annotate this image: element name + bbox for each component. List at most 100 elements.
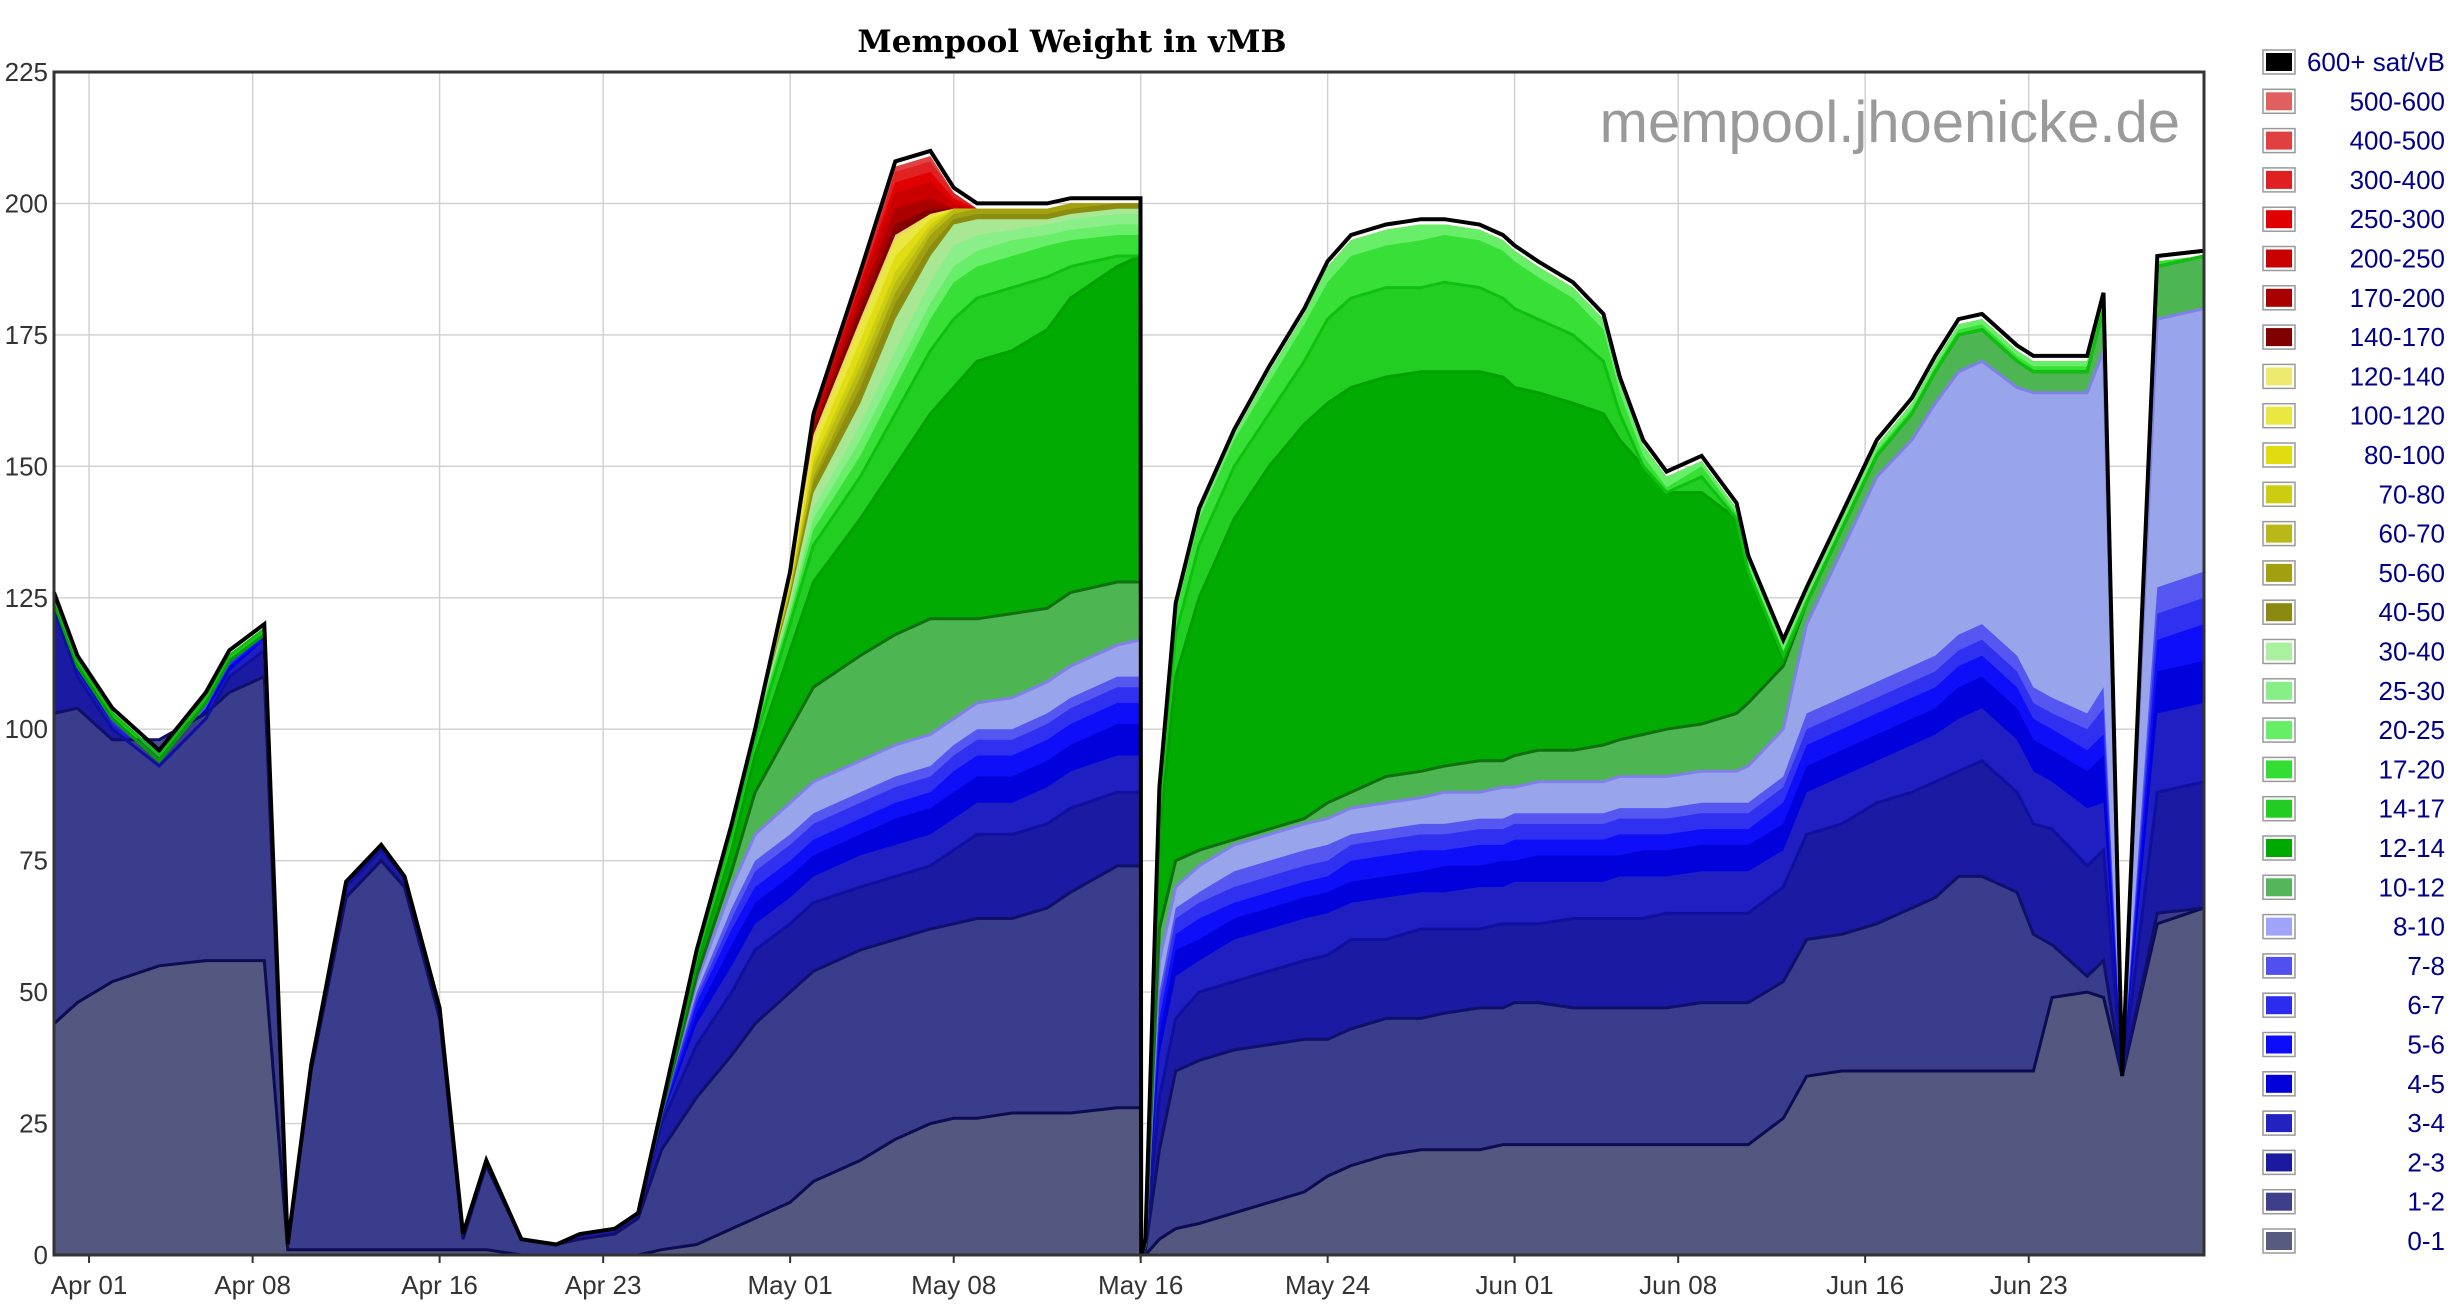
legend: 600+ sat/vB 500-600 400-500 300-400 250-300 2… [2262,47,2446,1256]
legend-swatch [2266,249,2292,268]
legend-label: 3-4 [2407,1108,2445,1138]
legend-item: 5-6 [2262,1030,2445,1060]
area-band-1-2 [54,676,2204,1255]
legend-label: 300-400 [2350,165,2445,195]
legend-label: 8-10 [2393,912,2445,942]
x-tick-label: Apr 01 [51,1270,128,1300]
legend-item: 6-7 [2262,990,2445,1020]
legend-label: 25-30 [2379,676,2446,706]
legend-swatch [2266,799,2292,818]
y-tick-label: 75 [19,846,48,876]
legend-swatch [2266,642,2292,661]
legend-swatch [2266,53,2292,71]
y-tick-label: 150 [5,451,48,481]
legend-item: 140-170 [2262,322,2445,352]
legend-label: 140-170 [2350,322,2445,352]
legend-label: 10-12 [2379,872,2446,902]
x-tick-label: May 08 [911,1270,996,1300]
legend-label: 200-250 [2350,244,2445,274]
x-tick-label: May 16 [1098,1270,1183,1300]
legend-label: 70-80 [2379,479,2446,509]
legend-swatch [2266,170,2292,189]
legend-item: 300-400 [2262,165,2445,195]
legend-item: 60-70 [2262,519,2445,549]
legend-swatch [2266,760,2292,779]
legend-item: 12-14 [2262,833,2446,863]
legend-item: 120-140 [2262,361,2445,391]
legend-swatch [2266,956,2292,975]
legend-item: 14-17 [2262,794,2446,824]
y-tick-label: 175 [5,320,48,350]
x-tick-label: May 24 [1285,1270,1370,1300]
legend-swatch [2266,563,2292,582]
y-tick-label: 0 [34,1240,48,1270]
legend-swatch [2266,839,2292,857]
legend-swatch [2266,681,2292,700]
legend-swatch [2266,446,2292,464]
legend-label: 250-300 [2350,204,2445,234]
legend-item: 3-4 [2262,1108,2445,1138]
legend-label: 12-14 [2379,833,2446,863]
legend-label: 6-7 [2407,990,2445,1020]
legend-item: 7-8 [2262,951,2445,981]
legend-swatch [2266,524,2292,543]
legend-swatch [2266,210,2292,229]
legend-swatch [2266,131,2292,150]
x-tick-label: Jun 08 [1639,1270,1717,1300]
legend-swatch [2266,721,2292,740]
legend-item: 20-25 [2262,715,2445,745]
legend-swatch [2266,406,2292,425]
legend-swatch [2266,917,2292,936]
total-outline [52,148,2205,1256]
legend-swatch [2266,878,2292,897]
band-boundary-0-1 [52,906,2205,1257]
legend-item: 80-100 [2262,440,2445,470]
legend-swatch [2266,603,2292,622]
legend-item: 250-300 [2262,204,2445,234]
legend-label: 600+ sat/vB [2307,47,2445,77]
y-tick-label: 125 [5,583,48,613]
legend-swatch [2266,288,2292,307]
legend-swatch [2266,485,2292,504]
legend-swatch [2266,1192,2292,1211]
y-axis-ticks: 0 25 50 75 100 125 150 175 200 225 [5,57,48,1270]
legend-label: 4-5 [2407,1069,2445,1099]
legend-swatch [2266,1074,2292,1093]
legend-swatch [2266,328,2292,347]
legend-label: 80-100 [2364,440,2445,470]
legend-item: 2-3 [2262,1147,2445,1177]
x-axis-ticks: Apr 01 Apr 08 Apr 16 Apr 23 May 01 May 08 May … [51,1255,2068,1300]
legend-label: 14-17 [2379,794,2446,824]
legend-label: 170-200 [2350,283,2445,313]
legend-label: 2-3 [2407,1147,2445,1177]
stacked-areas [52,148,2205,1260]
legend-item: 30-40 [2262,637,2446,667]
legend-item: 600+ sat/vB [2262,47,2445,77]
legend-label: 7-8 [2407,951,2445,981]
legend-label: 120-140 [2350,361,2445,391]
x-tick-label: Apr 16 [401,1270,478,1300]
legend-label: 0-1 [2407,1226,2445,1256]
legend-label: 50-60 [2379,558,2446,588]
legend-item: 40-50 [2262,597,2446,627]
legend-item: 100-120 [2262,401,2445,431]
x-tick-label: May 01 [748,1270,833,1300]
legend-item: 25-30 [2262,676,2446,706]
legend-label: 30-40 [2379,637,2446,667]
watermark: mempool.jhoenicke.de [1600,90,2180,155]
legend-swatch [2266,1232,2292,1250]
legend-item: 1-2 [2262,1187,2445,1217]
y-tick-label: 100 [5,714,48,744]
legend-label: 100-120 [2350,401,2445,431]
x-tick-label: Jun 16 [1826,1270,1904,1300]
legend-label: 40-50 [2379,597,2446,627]
y-tick-label: 200 [5,188,48,218]
legend-swatch [2266,996,2292,1015]
legend-swatch [2266,1114,2292,1133]
x-tick-label: Jun 01 [1476,1270,1554,1300]
legend-label: 1-2 [2407,1187,2445,1217]
legend-swatch [2266,1035,2292,1054]
legend-item: 200-250 [2262,244,2445,274]
y-tick-label: 25 [19,1109,48,1139]
